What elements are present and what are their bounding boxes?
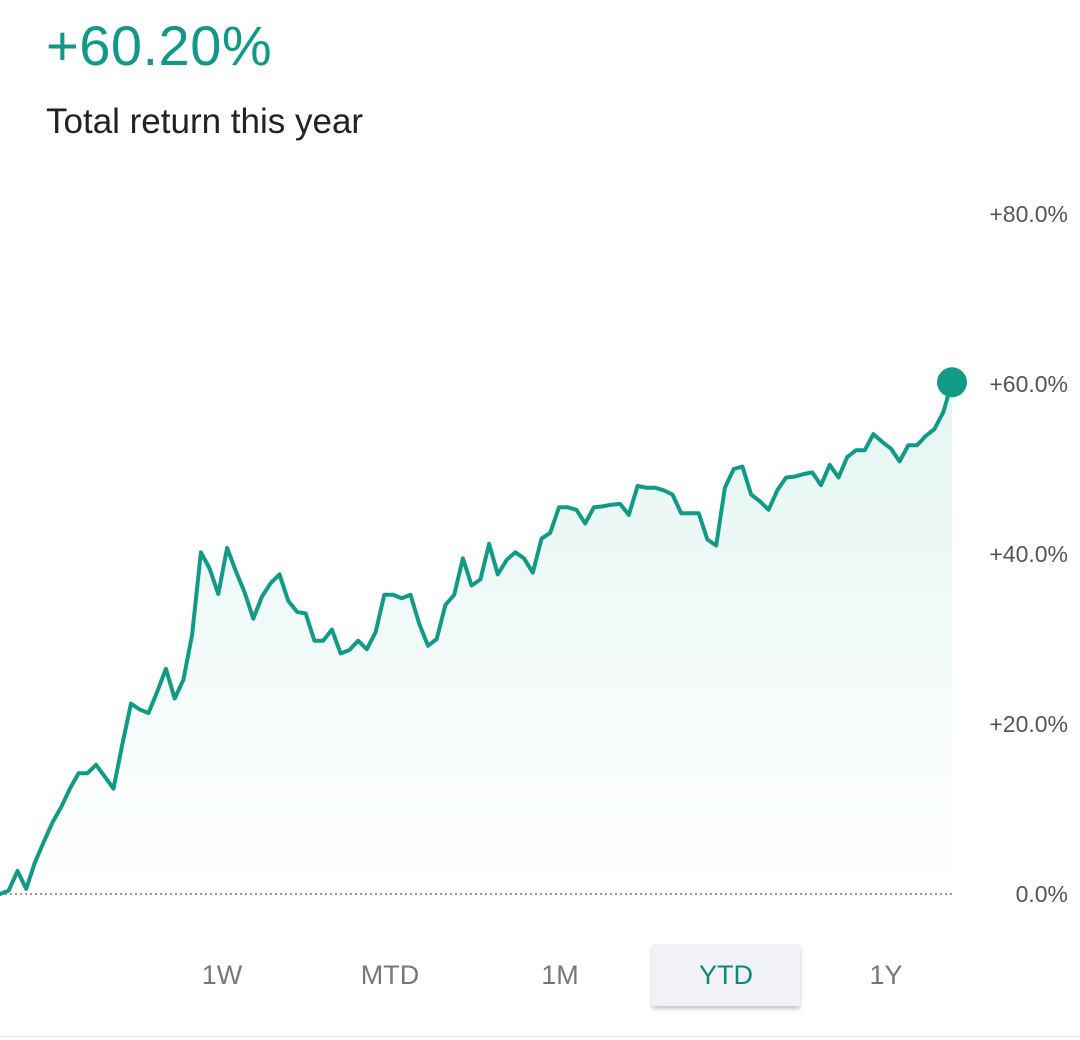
y-axis-labels: +80.0% +60.0% +40.0% +20.0% 0.0% [989,201,1068,907]
series-line [0,380,954,896]
total-return-caption: Total return this year [46,102,364,141]
range-1y-button[interactable]: 1Y [816,944,956,1006]
y-tick-label: +60.0% [989,371,1068,397]
y-tick-label: +80.0% [989,201,1068,227]
range-ytd-button[interactable]: YTD [652,944,800,1006]
series-end-marker [937,367,967,398]
bottom-divider [0,1036,1080,1037]
y-tick-label: +40.0% [989,541,1068,567]
range-mtd-button[interactable]: MTD [320,944,460,1006]
total-return-value: +60.20% [46,14,273,77]
y-tick-label: +20.0% [989,711,1068,737]
range-1w-button[interactable]: 1W [152,944,292,1006]
y-tick-label: 0.0% [1016,881,1068,907]
series-area-fill [0,382,952,894]
range-selector: 1W MTD 1M YTD 1Y [0,940,1080,1010]
range-1m-button[interactable]: 1M [490,944,630,1006]
return-chart: +80.0% +60.0% +40.0% +20.0% 0.0% [0,201,1068,907]
